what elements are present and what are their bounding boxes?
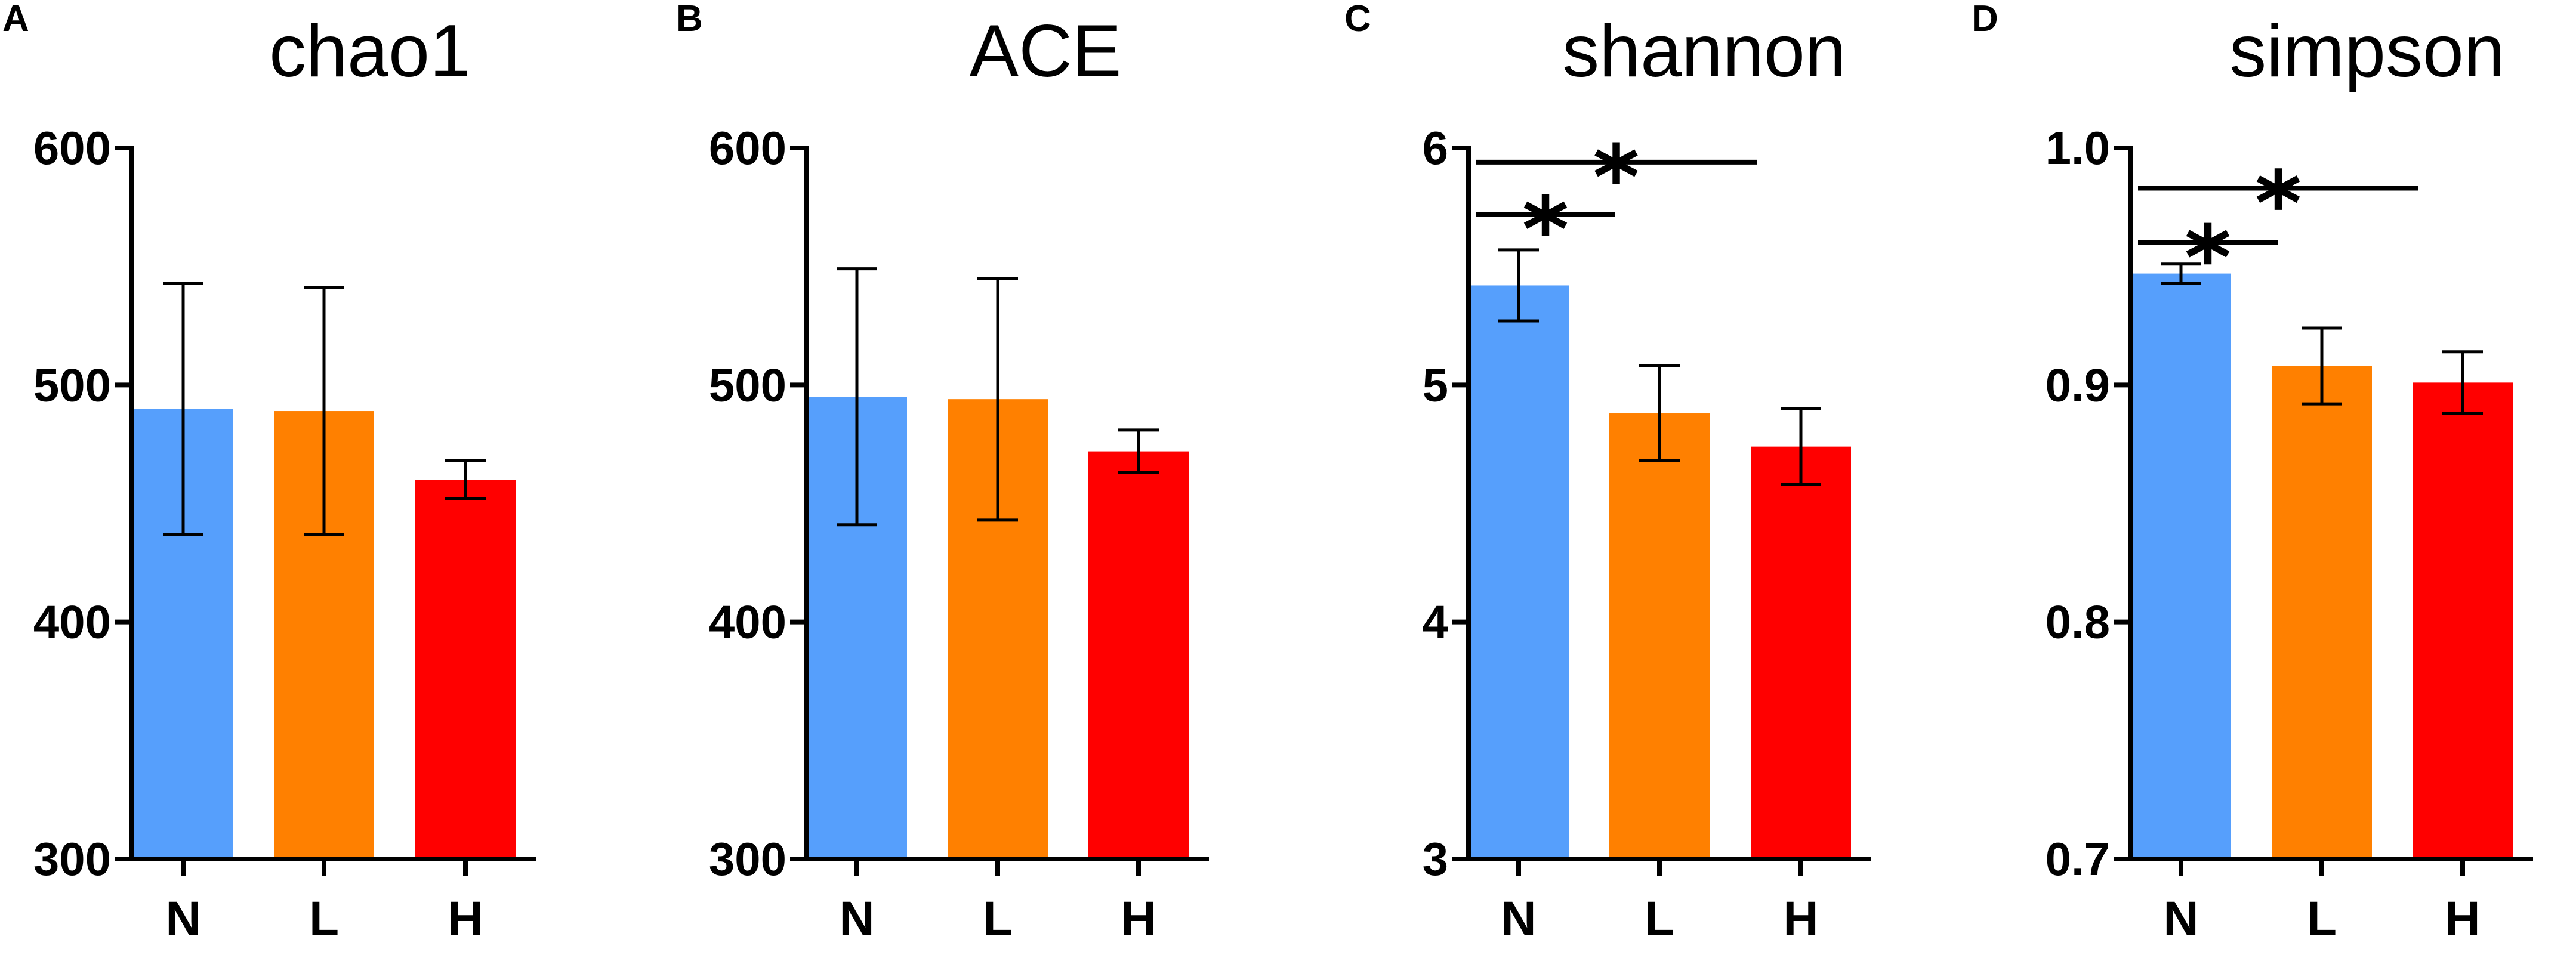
chart-title: chao1 (269, 10, 471, 92)
y-tick-label: 300 (709, 833, 786, 885)
panel-letter: D (1972, 0, 1998, 39)
y-tick-label: 400 (33, 596, 111, 648)
error-bar-l (304, 286, 344, 536)
panel-letter: A (2, 0, 29, 39)
error-bar-h (1781, 407, 1821, 486)
error-bar-n (1498, 248, 1539, 323)
panel-letter: C (1344, 0, 1371, 39)
bar-h (1088, 451, 1189, 859)
x-tick-label: H (448, 892, 483, 946)
x-tick-label: L (983, 892, 1013, 946)
y-tick-label: 300 (33, 833, 111, 885)
error-bar-n (837, 267, 877, 527)
error-bar-h (445, 459, 486, 500)
error-bar-l (977, 277, 1018, 522)
y-tick-label: 600 (709, 122, 786, 174)
x-tick-label: N (2163, 892, 2198, 946)
panel-letter: B (676, 0, 703, 39)
panel-b: B ACE 300 400 500 600 N L H (676, 0, 1209, 946)
bar-h (1751, 446, 1851, 859)
y-tick-label: 600 (33, 122, 111, 174)
bar-n (1469, 285, 1569, 859)
bar-n (2131, 273, 2231, 859)
error-bar-n (2161, 262, 2201, 285)
y-tick-label: 6 (1423, 122, 1448, 174)
significance-star: * (1593, 126, 1639, 230)
x-tick-label: L (309, 892, 339, 946)
y-tick-label: 1.0 (2046, 122, 2110, 174)
bar-l (1609, 413, 1710, 859)
x-tick-label: L (1645, 892, 1674, 946)
y-tick-label: 500 (709, 358, 786, 411)
chart-title: shannon (1562, 10, 1846, 92)
significance-star: * (2185, 207, 2231, 311)
x-tick-label: H (1783, 892, 1818, 946)
x-tick-label: L (2307, 892, 2337, 946)
y-tick-label: 0.8 (2046, 596, 2110, 648)
chart-title: simpson (2229, 10, 2505, 92)
chart-title: ACE (970, 10, 1122, 92)
y-tick-label: 0.7 (2046, 833, 2110, 885)
x-tick-label: H (2445, 892, 2480, 946)
y-tick-label: 500 (33, 358, 111, 411)
error-bar-h (1118, 428, 1159, 474)
x-tick-label: N (839, 892, 874, 946)
bar-h (415, 480, 516, 859)
y-tick-label: 0.9 (2046, 358, 2110, 411)
x-tick-label: N (165, 892, 200, 946)
significance-star: * (1522, 178, 1569, 282)
bar-h (2413, 382, 2513, 859)
error-bar-n (163, 281, 203, 536)
x-tick-label: N (1501, 892, 1536, 946)
bar-l (2272, 366, 2372, 859)
error-bar-l (1639, 364, 1680, 462)
y-tick-label: 5 (1423, 358, 1448, 411)
y-tick-label: 400 (709, 596, 786, 648)
error-bar-l (2302, 326, 2342, 406)
y-tick-label: 4 (1423, 596, 1448, 648)
y-tick-label: 3 (1423, 833, 1448, 885)
significance-star: * (2255, 153, 2302, 256)
error-bar-h (2442, 350, 2483, 415)
x-tick-label: H (1121, 892, 1156, 946)
